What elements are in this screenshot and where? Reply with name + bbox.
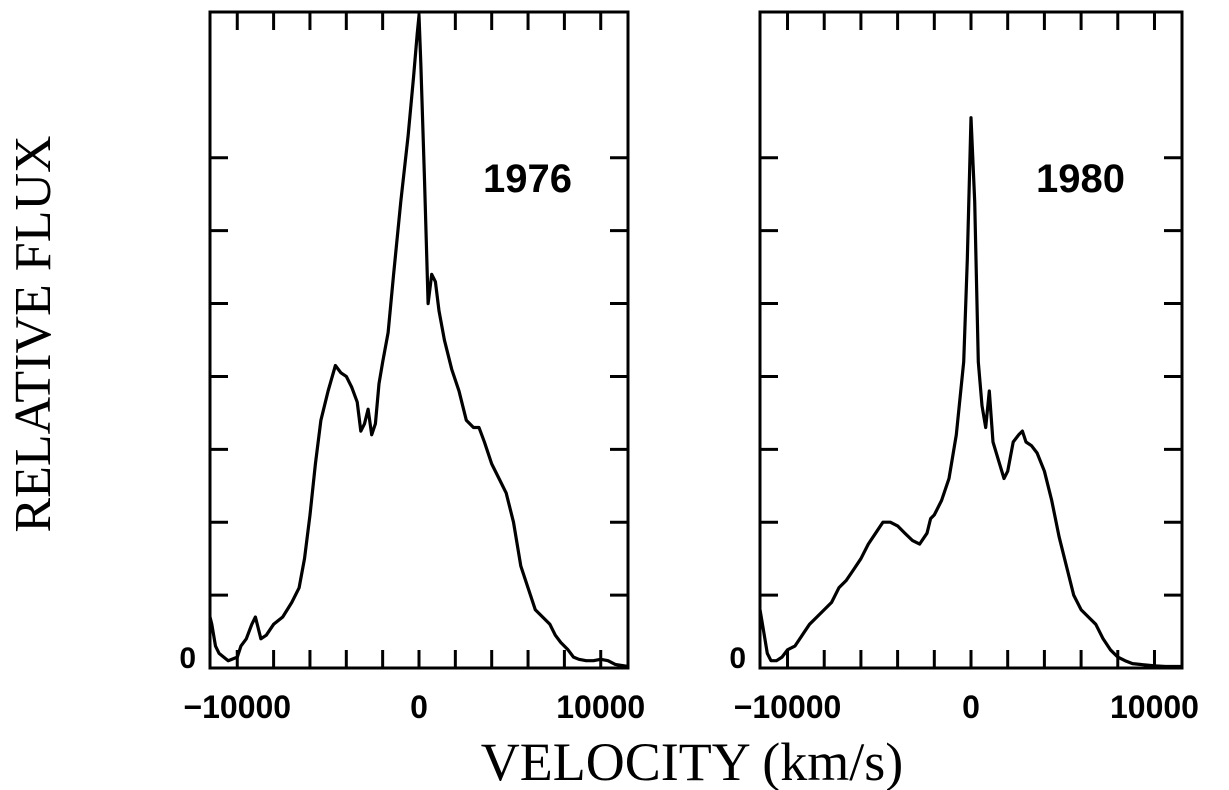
x-tick-label: 10000: [556, 689, 645, 725]
panel-1976: −10000 0 10000 0 1976: [179, 10, 645, 725]
x-tick-label: 10000: [1110, 689, 1199, 725]
y-tick-label-zero: 0: [179, 642, 196, 675]
y-tick-label-zero: 0: [729, 642, 746, 675]
year-label: 1980: [1036, 157, 1125, 201]
x-axis-label: VELOCITY (km/s): [481, 732, 903, 790]
x-tick-label: −10000: [183, 689, 291, 725]
spectrum-line: [208, 14, 629, 669]
y-axis-label: RELATIVE FLUX: [5, 135, 62, 532]
x-tick-label: −10000: [734, 689, 842, 725]
year-label: 1976: [483, 157, 572, 201]
panel-1980: −10000 0 10000 0 1980: [729, 10, 1199, 725]
plot-frame: [208, 10, 630, 670]
x-tick-label: 0: [410, 689, 428, 725]
plot-frame: [758, 10, 1184, 670]
spectrum-line: [758, 116, 1182, 669]
x-tick-label: 0: [962, 689, 980, 725]
